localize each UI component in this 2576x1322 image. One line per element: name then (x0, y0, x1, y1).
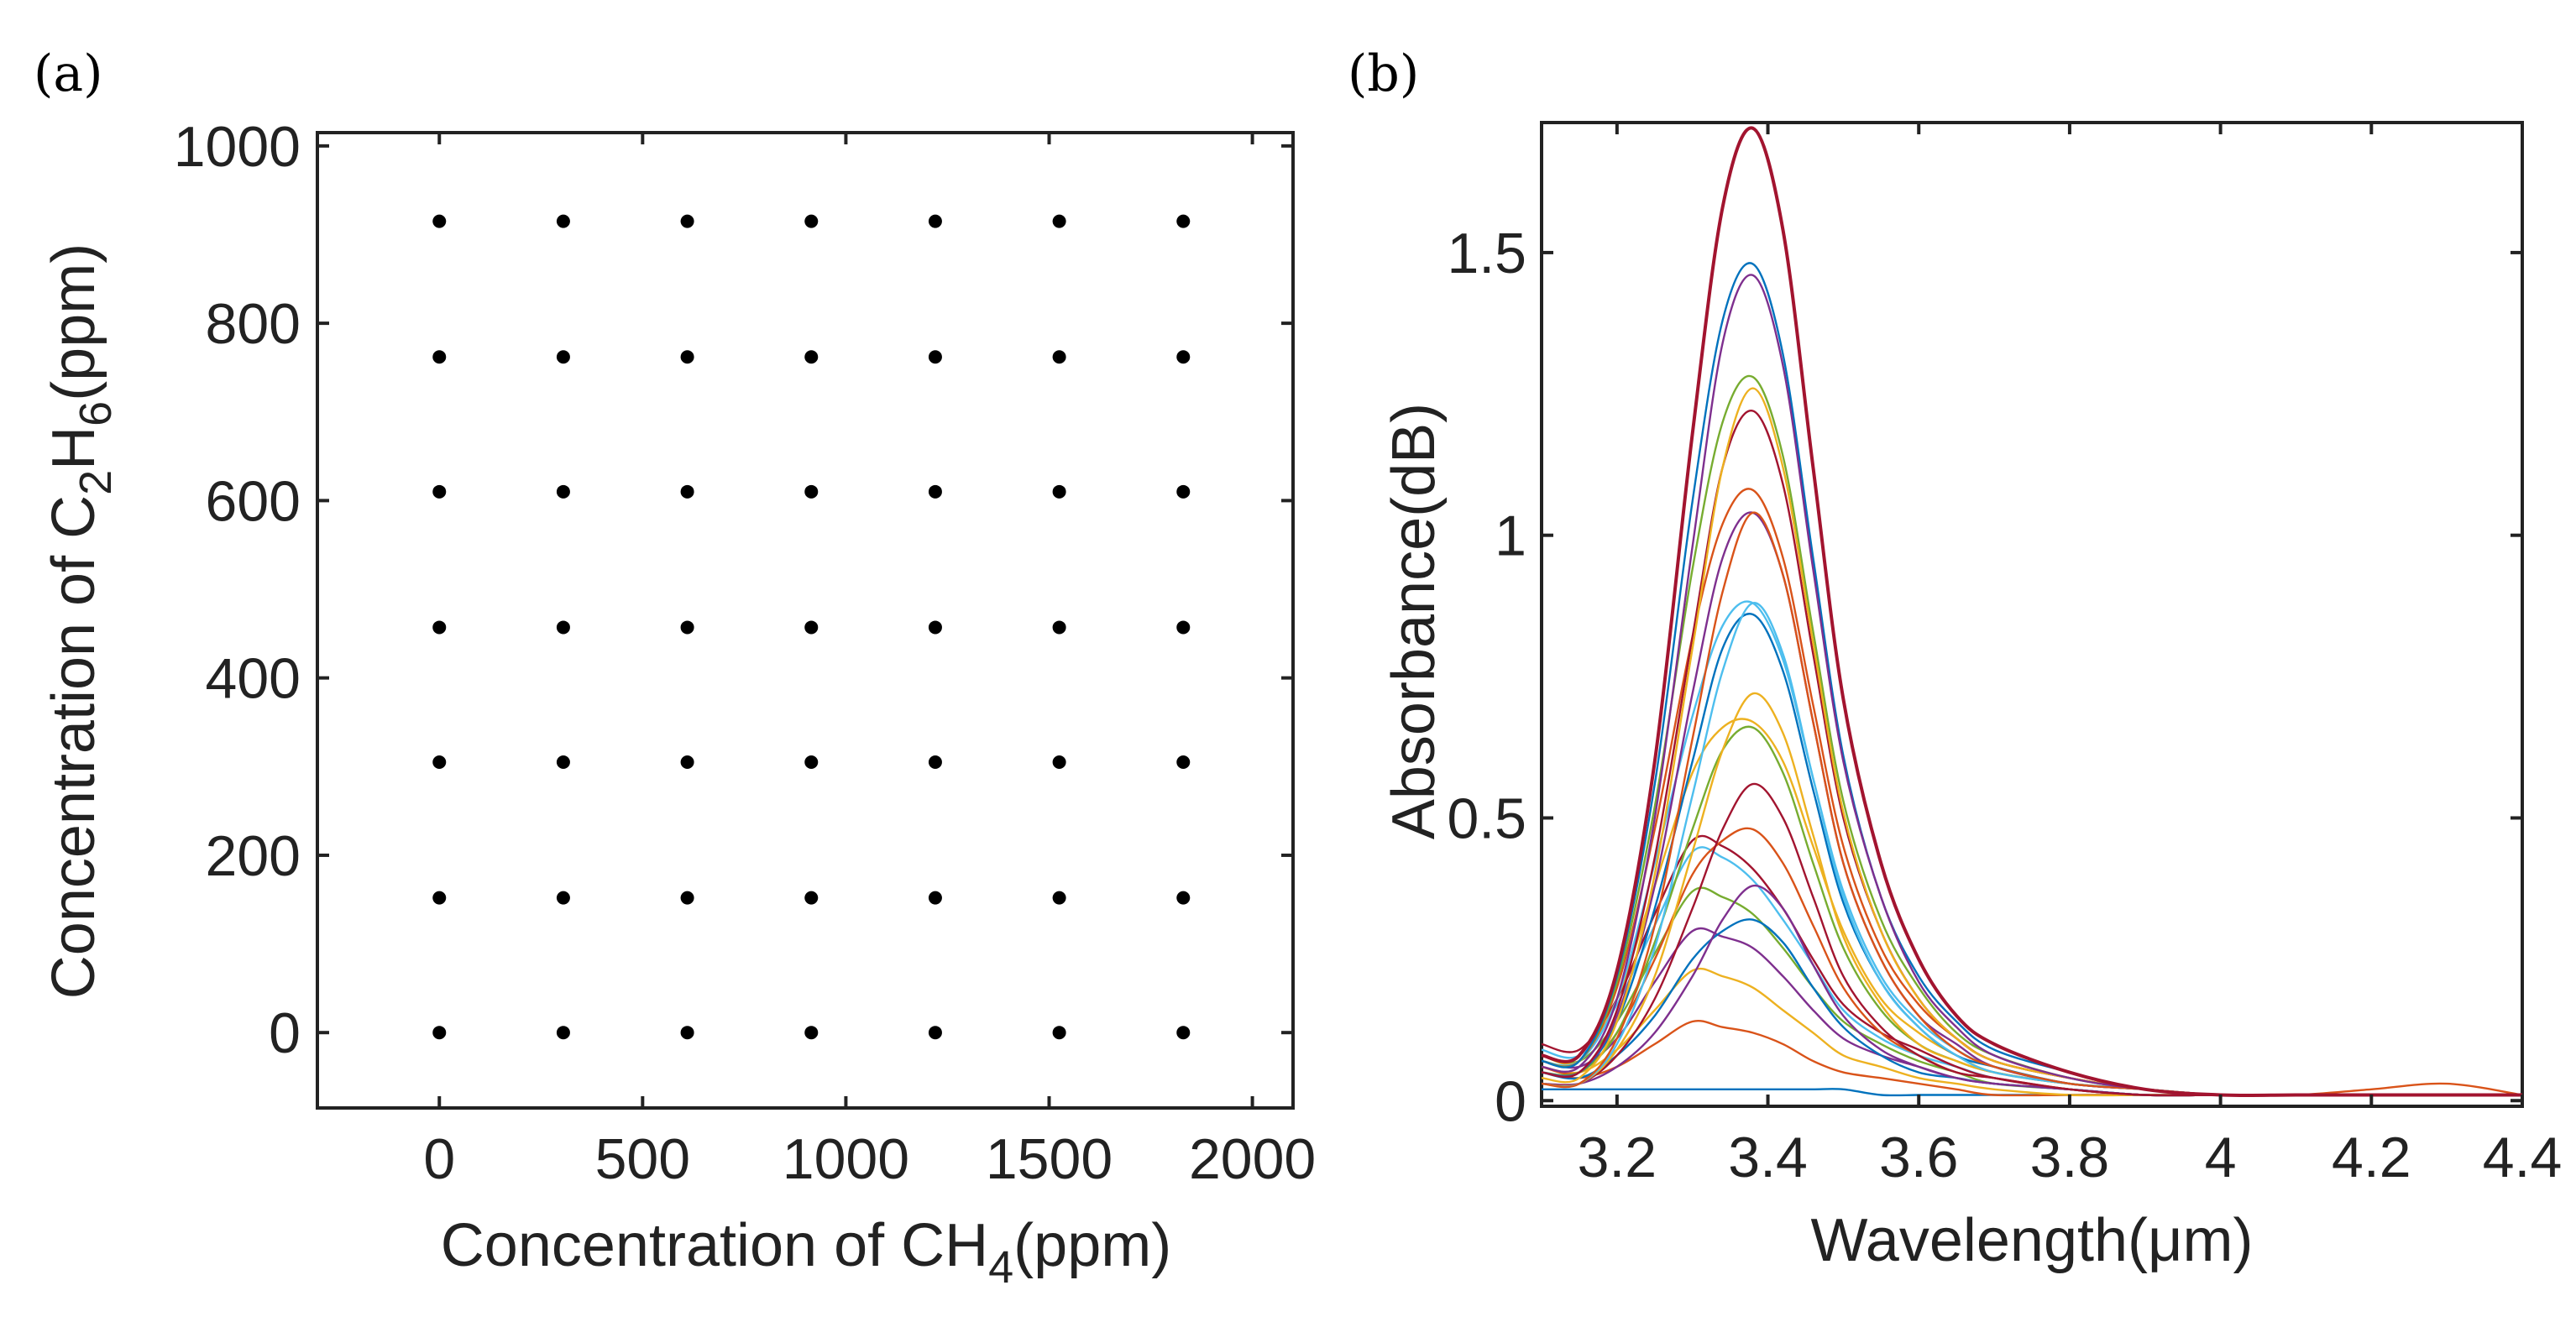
scatter-point (928, 891, 942, 905)
scatter-point (1052, 350, 1066, 364)
panel-b-x-tick-label: 3.4 (1728, 1126, 1808, 1189)
scatter-point (928, 620, 942, 635)
scatter-point (804, 350, 819, 364)
spectrum-line-c4-6 (1541, 374, 2522, 1097)
scatter-point (1176, 350, 1191, 364)
panel-a-data-points (432, 214, 1191, 1040)
spectrum-line-c5-6 (1541, 262, 2522, 1097)
panel-a-y-tick-label: 1000 (174, 115, 301, 179)
panel-a-x-tick-label: 0 (423, 1127, 455, 1191)
scatter-point (804, 620, 819, 635)
panel-b-y-axis-label: Absorbance(dB) (1380, 403, 1448, 839)
scatter-point (1052, 891, 1066, 905)
panel-b-x-tick-label: 4.2 (2332, 1126, 2411, 1189)
scatter-point (680, 350, 694, 364)
scatter-point (432, 891, 447, 905)
panel-a-plot-frame (316, 131, 1295, 1110)
panel-a-x-tick-label: 500 (595, 1127, 690, 1191)
scatter-point (556, 1026, 570, 1040)
scatter-point (556, 755, 570, 770)
panel-a-x-axis-label: Concentration of CH4(ppm) (441, 1212, 1171, 1293)
spectrum-line-c1-3 (1541, 827, 2522, 1097)
scatter-point (1176, 891, 1191, 905)
scatter-point (928, 350, 942, 364)
panel-b-y-tick-label: 0.5 (1447, 786, 1526, 850)
panel-a-y-ticks: 0 200 400 600 800 1000 (174, 115, 1293, 1065)
scatter-point (928, 755, 942, 770)
scatter-point (556, 484, 570, 499)
panel-a-x-tick-label: 2000 (1189, 1127, 1316, 1191)
panel-b-series (1541, 126, 2523, 1098)
scatter-point (804, 755, 819, 770)
spectrum-line-c6-2 (1541, 387, 2522, 1097)
panel-a-y-tick-label: 800 (206, 292, 301, 356)
scatter-point (432, 755, 447, 770)
panel-b-x-tick-label: 3.2 (1578, 1126, 1657, 1189)
scatter-point (1052, 214, 1066, 228)
scatter-point (680, 755, 694, 770)
scatter-point (928, 484, 942, 499)
spectrum-line-c6-6 (1541, 126, 2522, 1098)
scatter-point (556, 891, 570, 905)
scatter-point (432, 214, 447, 228)
panel-b-x-tick-label: 4 (2205, 1126, 2237, 1189)
scatter-point (804, 1026, 819, 1040)
panel-b-x-tick-label: 3.8 (2030, 1126, 2110, 1189)
scatter-point (804, 484, 819, 499)
scatter-point (1052, 620, 1066, 635)
panel-b-x-tick-label: 3.6 (1879, 1126, 1959, 1189)
panel-a-label: (a) (34, 44, 103, 103)
panel-b: (b) 3.2 3.4 3.6 3.8 4 4.2 4.4 0 0.5 1 1.5 Wavelen… (1348, 44, 2562, 1274)
panel-a-x-tick-label: 1500 (986, 1127, 1113, 1191)
scatter-point (680, 1026, 694, 1040)
panel-b-x-ticks: 3.2 3.4 3.6 3.8 4 4.2 4.4 (1578, 123, 2563, 1189)
scatter-point (1052, 755, 1066, 770)
scatter-point (680, 891, 694, 905)
panel-b-y-tick-label: 0 (1495, 1069, 1526, 1133)
panel-a: (a) 0 500 1000 1500 2000 0 200 400 600 800 1000 C… (34, 44, 1316, 1293)
scatter-point (1176, 214, 1191, 228)
panel-b-y-tick-label: 1.5 (1447, 222, 1526, 285)
panel-b-x-axis-label: Wavelength(μm) (1811, 1207, 2254, 1274)
scatter-point (556, 214, 570, 228)
panel-a-x-tick-label: 1000 (783, 1127, 909, 1191)
spectrum-line-c3-0 (1541, 782, 2522, 1097)
scatter-point (1176, 1026, 1191, 1040)
scatter-point (556, 620, 570, 635)
panel-a-x-ticks: 0 500 1000 1500 2000 (423, 133, 1316, 1191)
scatter-point (928, 214, 942, 228)
scatter-point (432, 484, 447, 499)
panel-a-y-tick-label: 0 (269, 1001, 301, 1065)
scatter-point (1176, 755, 1191, 770)
spectrum-line-c6-0 (1541, 511, 2522, 1097)
scatter-point (432, 350, 447, 364)
panel-b-plot-frame (1540, 121, 2524, 1108)
spectrum-line-c4-3 (1541, 511, 2522, 1097)
scatter-point (680, 620, 694, 635)
scatter-point (804, 891, 819, 905)
scatter-point (804, 214, 819, 228)
panel-b-label: (b) (1348, 44, 1419, 103)
panel-b-x-tick-label: 4.4 (2483, 1126, 2563, 1189)
scatter-point (1176, 484, 1191, 499)
panel-a-y-axis-label: Concentration of C2H6(ppm) (40, 243, 121, 999)
scatter-point (1052, 1026, 1066, 1040)
panel-a-y-tick-label: 200 (206, 824, 301, 888)
panel-a-y-tick-label: 400 (206, 647, 301, 711)
scatter-point (1176, 620, 1191, 635)
scatter-point (680, 484, 694, 499)
scatter-point (432, 1026, 447, 1040)
panel-b-y-tick-label: 1 (1495, 504, 1526, 568)
scatter-point (556, 350, 570, 364)
scatter-point (680, 214, 694, 228)
spectrum-line-c0-5 (1541, 846, 2522, 1097)
scatter-point (1052, 484, 1066, 499)
scatter-point (432, 620, 447, 635)
panel-a-y-tick-label: 600 (206, 469, 301, 533)
scatter-point (928, 1026, 942, 1040)
panel-b-y-ticks: 0 0.5 1 1.5 (1447, 222, 2522, 1133)
